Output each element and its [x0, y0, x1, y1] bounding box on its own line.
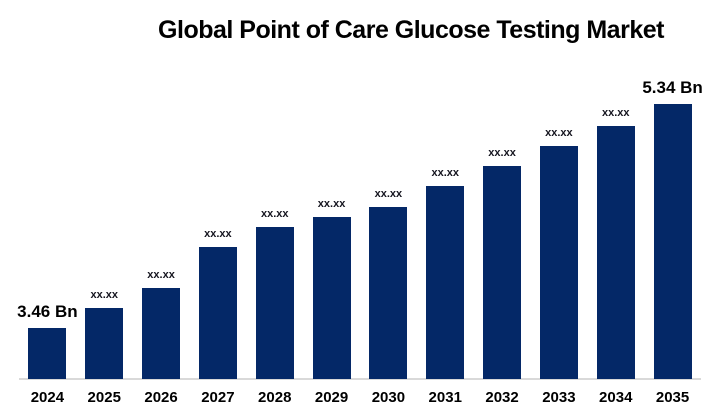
bar-value-label-2034: xx.xx — [601, 107, 630, 119]
x-axis-tick-label-2030: 2030 — [371, 389, 406, 406]
bar-2025 — [85, 308, 124, 379]
bar-2029 — [312, 217, 351, 379]
bar-2032 — [483, 166, 522, 379]
bar-group-2035: 5.34 Bn 2035 — [642, 78, 703, 406]
bar-value-label-2024: 3.46 Bn — [17, 302, 78, 321]
bar-value-label-2025: xx.xx — [90, 289, 118, 301]
x-axis-line — [19, 378, 701, 380]
x-axis-tick-label-2034: 2034 — [599, 389, 633, 406]
bar-value-label-2028: xx.xx — [260, 208, 289, 220]
x-axis-tick-label-2028: 2028 — [258, 389, 292, 406]
x-axis-tick-label-2026: 2026 — [144, 389, 178, 406]
bar-2030 — [369, 207, 408, 379]
chart-title: Global Point of Care Glucose Testing Mar… — [158, 16, 664, 44]
x-axis-tick-label-2029: 2029 — [314, 389, 349, 406]
bar-value-label-2027: xx.xx — [204, 228, 232, 240]
x-axis-tick-label-2031: 2031 — [428, 389, 462, 406]
x-axis-tick-label-2032: 2032 — [485, 389, 519, 406]
x-axis-tick-label-2027: 2027 — [201, 389, 235, 406]
bar-group-2029: xx.xx 2029 — [303, 198, 360, 406]
bar-group-2025: xx.xx 2025 — [76, 289, 133, 406]
bar-value-label-2026: xx.xx — [147, 269, 175, 281]
bar-group-2024: 3.46 Bn 2024 — [17, 302, 78, 406]
bar-group-2032: xx.xx 2032 — [474, 147, 531, 406]
bar-group-2027: xx.xx 2027 — [190, 228, 247, 406]
bar-2035 — [653, 104, 692, 379]
x-axis-tick-label-2033: 2033 — [542, 389, 576, 406]
bar-2027 — [198, 247, 237, 379]
bar-2031 — [426, 186, 465, 379]
bar-2028 — [255, 227, 294, 379]
bar-group-2028: xx.xx 2028 — [246, 208, 303, 406]
bar-value-label-2032: xx.xx — [488, 147, 516, 159]
bar-group-2034: xx.xx 2034 — [587, 107, 644, 406]
bar-value-label-2033: xx.xx — [545, 127, 573, 139]
bar-2034 — [596, 126, 635, 379]
bar-group-2033: xx.xx 2033 — [531, 127, 588, 406]
bar-2033 — [539, 146, 578, 379]
x-axis-tick-label-2035: 2035 — [655, 389, 690, 406]
bar-group-2031: xx.xx 2031 — [417, 167, 474, 406]
bar-2024 — [28, 328, 67, 379]
bar-group-2026: xx.xx 2026 — [133, 269, 190, 406]
x-axis-tick-label-2025: 2025 — [87, 389, 121, 406]
bar-value-label-2031: xx.xx — [431, 167, 459, 179]
bar-value-label-2035: 5.34 Bn — [642, 78, 703, 97]
bar-group-2030: xx.xx 2030 — [360, 188, 417, 406]
x-axis-tick-label-2024: 2024 — [30, 389, 65, 406]
bar-value-label-2029: xx.xx — [317, 198, 346, 210]
bar-value-label-2030: xx.xx — [374, 188, 403, 200]
bar-2026 — [142, 288, 181, 379]
